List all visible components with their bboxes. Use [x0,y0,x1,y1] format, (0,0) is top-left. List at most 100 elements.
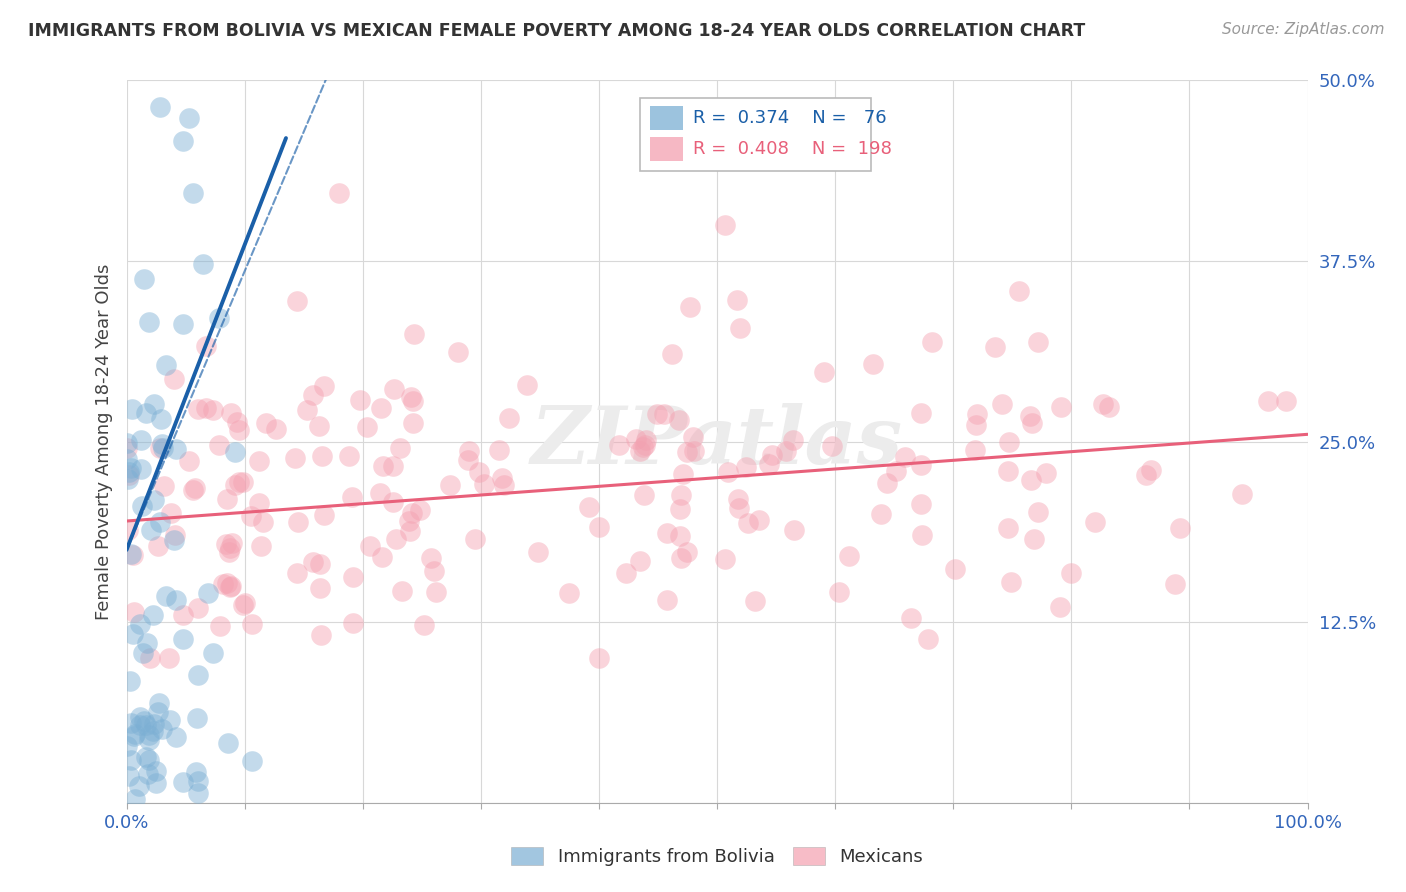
Point [628,443,651,458]
Point [150,722,173,736]
Point [177,454,200,468]
Point [193,257,215,271]
Point [661,347,683,361]
Point [163,372,186,386]
Point [821,439,844,453]
Point [683,444,706,458]
Point [152,479,174,493]
Point [135,718,157,732]
Bar [650,137,683,161]
Point [309,628,332,642]
Point [356,420,378,434]
Point [148,696,170,710]
Point [669,502,692,516]
Point [382,459,405,474]
Point [370,486,392,500]
Y-axis label: Female Poverty Among 18-24 Year Olds: Female Poverty Among 18-24 Year Olds [94,263,112,620]
Point [1019,473,1042,487]
Point [910,406,932,420]
Point [240,509,263,524]
Point [142,607,165,622]
Point [159,506,181,520]
Point [120,716,142,731]
Point [1230,486,1253,500]
Point [195,339,218,353]
Point [669,550,692,565]
Point [121,401,143,416]
Point [302,555,325,569]
Point [115,441,138,455]
Point [138,314,160,328]
Point [138,766,160,780]
Point [264,422,287,436]
Point [129,461,152,475]
Point [308,418,330,433]
Point [526,545,548,559]
Point [1049,600,1071,615]
Point [177,112,200,126]
Text: IMMIGRANTS FROM BOLIVIA VS MEXICAN FEMALE POVERTY AMONG 18-24 YEAR OLDS CORRELAT: IMMIGRANTS FROM BOLIVIA VS MEXICAN FEMAL… [28,22,1085,40]
Point [409,503,432,517]
Point [399,390,422,404]
Point [342,570,364,584]
Point [254,416,277,430]
Point [165,730,187,744]
Point [578,500,600,515]
Point [118,769,141,783]
Point [146,705,169,719]
Point [425,584,447,599]
Point [1000,574,1022,589]
Point [217,491,239,506]
Point [398,524,420,538]
Point [242,754,264,768]
Point [155,589,177,603]
Point [671,488,693,502]
Point [148,441,170,455]
Point [1026,505,1049,519]
Point [115,451,138,466]
Point [398,514,420,528]
Point [143,493,166,508]
Point [1274,394,1296,409]
Point [965,443,987,458]
Point [186,773,208,788]
Point [155,358,177,372]
Point [727,500,749,515]
Point [186,711,208,725]
Point [758,457,780,471]
Point [232,475,254,490]
Point [121,549,143,563]
Point [676,445,699,459]
Point [900,610,922,624]
Point [145,776,167,790]
Point [775,444,797,458]
Point [628,554,651,568]
Point [813,365,835,379]
Point [118,468,141,483]
Point [588,651,610,665]
Point [1092,397,1115,411]
Point [359,539,381,553]
Point [221,536,243,550]
Point [404,326,426,341]
Point [910,497,932,511]
Point [201,402,224,417]
Point [966,407,988,421]
Point [225,415,247,429]
Point [997,464,1019,478]
Point [149,99,172,113]
Point [717,465,740,479]
Point [516,378,538,392]
Point [652,407,675,421]
Point [224,477,246,491]
Point [224,445,246,459]
Point [124,727,146,741]
Point [679,300,702,314]
Point [149,412,172,426]
Point [714,218,737,232]
Point [172,607,194,622]
Point [120,753,142,767]
Point [668,413,690,427]
Point [1060,566,1083,581]
Point [984,340,1007,354]
